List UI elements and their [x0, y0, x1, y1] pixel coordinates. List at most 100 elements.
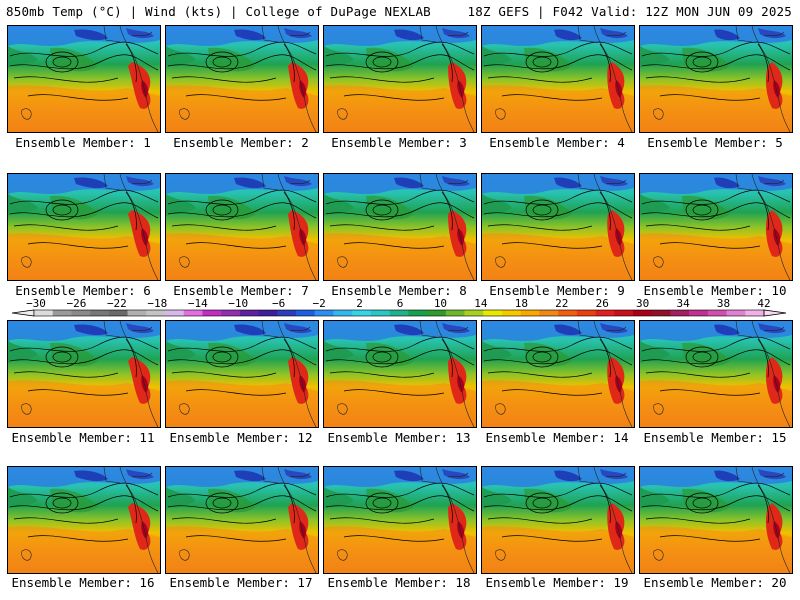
ensemble-member-map [323, 173, 477, 281]
colorbar-swatch [90, 310, 110, 316]
colorbar-swatch [146, 310, 166, 316]
colorbar-tick-label: 2 [356, 297, 363, 310]
ensemble-member-label: Ensemble Member: 20 [643, 575, 787, 590]
colorbar-frame [33, 309, 765, 317]
ensemble-member-label: Ensemble Member: 1 [15, 135, 151, 150]
colorbar-tick-label: −26 [67, 297, 87, 310]
colorbar-swatch [445, 310, 465, 316]
colorbar-swatch [370, 310, 390, 316]
colorbar-swatch [165, 310, 185, 316]
colorbar-max-arrow [763, 309, 787, 317]
ensemble-member-label: Ensemble Member: 9 [489, 283, 625, 298]
ensemble-member-label: Ensemble Member: 13 [327, 430, 471, 445]
ensemble-member-label: Ensemble Member: 10 [643, 283, 787, 298]
colorbar-tick-label: 26 [596, 297, 609, 310]
ensemble-member-label: Ensemble Member: 2 [173, 135, 309, 150]
colorbar-swatch [726, 310, 746, 316]
colorbar-tick-label: 22 [555, 297, 568, 310]
colorbar-swatch [71, 310, 91, 316]
ensemble-member-label: Ensemble Member: 5 [647, 135, 783, 150]
colorbar-swatch [34, 310, 54, 316]
ensemble-member-map [165, 466, 319, 574]
colorbar-swatch [183, 310, 203, 316]
colorbar-swatch [745, 310, 765, 316]
model-run-info: 18Z GEFS | F042 Valid: 12Z MON JUN 09 20… [467, 4, 792, 19]
ensemble-member-label: Ensemble Member: 18 [327, 575, 471, 590]
ensemble-member-map [639, 320, 793, 428]
colorbar-swatch [333, 310, 353, 316]
colorbar-swatch [501, 310, 521, 316]
ensemble-member-map [639, 173, 793, 281]
temperature-colorbar: −30 −26 −22 −18 −14 −10 −6 −2 2 6 10 14 18 22 26 30 34 38… [11, 297, 787, 317]
ensemble-member-label: Ensemble Member: 15 [643, 430, 787, 445]
ensemble-member-label: Ensemble Member: 12 [169, 430, 313, 445]
colorbar-swatch [595, 310, 615, 316]
ensemble-member-label: Ensemble Member: 8 [331, 283, 467, 298]
ensemble-member-map [7, 466, 161, 574]
colorbar-tick-label: −14 [188, 297, 208, 310]
ensemble-member-map [481, 173, 635, 281]
ensemble-member-label: Ensemble Member: 6 [15, 283, 151, 298]
colorbar-swatch [277, 310, 297, 316]
ensemble-member-map [165, 25, 319, 133]
colorbar-swatch [539, 310, 559, 316]
colorbar-swatch [258, 310, 278, 316]
colorbar-swatch [670, 310, 690, 316]
ensemble-member-label: Ensemble Member: 11 [11, 430, 155, 445]
colorbar-swatch [558, 310, 578, 316]
ensemble-member-map [481, 320, 635, 428]
ensemble-member-map [323, 320, 477, 428]
colorbar-tick-label: −2 [312, 297, 325, 310]
colorbar-swatch [576, 310, 596, 316]
colorbar-swatch [632, 310, 652, 316]
ensemble-member-label: Ensemble Member: 3 [331, 135, 467, 150]
colorbar-swatch [389, 310, 409, 316]
colorbar-min-arrow [11, 309, 35, 317]
colorbar-swatch [52, 310, 72, 316]
ensemble-member-map [481, 466, 635, 574]
colorbar-swatch [614, 310, 634, 316]
colorbar-swatch [520, 310, 540, 316]
colorbar-swatch [108, 310, 128, 316]
ensemble-member-label: Ensemble Member: 16 [11, 575, 155, 590]
colorbar-tick-label: 42 [757, 297, 770, 310]
colorbar-tick-label: 10 [434, 297, 447, 310]
ensemble-member-map [165, 173, 319, 281]
colorbar-swatch [689, 310, 709, 316]
colorbar-swatch [483, 310, 503, 316]
ensemble-member-label: Ensemble Member: 17 [169, 575, 313, 590]
colorbar-tick-label: −6 [272, 297, 285, 310]
colorbar-swatch [314, 310, 334, 316]
ensemble-member-map [165, 320, 319, 428]
map-title: 850mb Temp (°C) | Wind (kts) | College o… [6, 4, 431, 19]
colorbar-tick-label: −30 [26, 297, 46, 310]
colorbar-tick-label: 34 [676, 297, 690, 310]
ensemble-member-map [481, 25, 635, 133]
ensemble-member-label: Ensemble Member: 4 [489, 135, 625, 150]
colorbar-tick-label: −18 [147, 297, 167, 310]
colorbar-tick-label: 18 [515, 297, 528, 310]
ensemble-member-map [7, 25, 161, 133]
colorbar-swatch [427, 310, 447, 316]
colorbar-swatch [352, 310, 372, 316]
ensemble-member-label: Ensemble Member: 7 [173, 283, 309, 298]
ensemble-member-map [323, 466, 477, 574]
colorbar-swatch [651, 310, 671, 316]
ensemble-member-map [639, 25, 793, 133]
ensemble-member-map [639, 466, 793, 574]
colorbar-tick-label: 38 [717, 297, 730, 310]
ensemble-member-map [323, 25, 477, 133]
colorbar-tick-label: −22 [107, 297, 127, 310]
colorbar-swatch [296, 310, 316, 316]
colorbar-tick-label: 6 [397, 297, 404, 310]
ensemble-member-map [7, 173, 161, 281]
colorbar-swatch [239, 310, 259, 316]
ensemble-member-label: Ensemble Member: 19 [485, 575, 629, 590]
ensemble-member-map [7, 320, 161, 428]
colorbar-swatch [408, 310, 428, 316]
colorbar-swatch [221, 310, 241, 316]
colorbar-tick-label: 30 [636, 297, 649, 310]
colorbar-swatch [464, 310, 484, 316]
colorbar-swatch [202, 310, 222, 316]
colorbar-swatch [127, 310, 147, 316]
